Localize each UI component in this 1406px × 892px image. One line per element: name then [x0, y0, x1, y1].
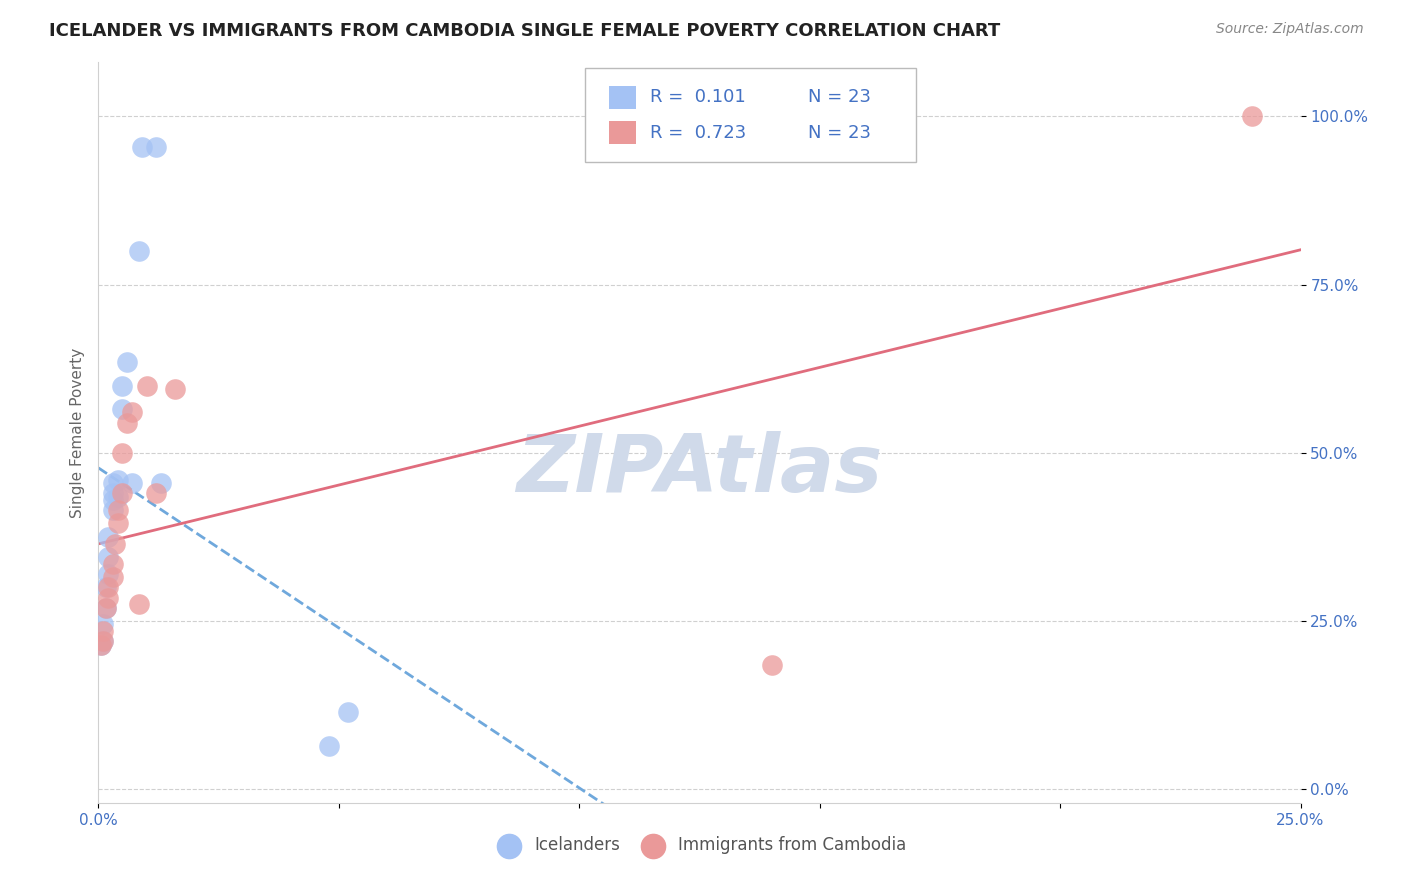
- Point: [91, 634, 114, 648]
- Y-axis label: Single Female Poverty: Single Female Poverty: [69, 348, 84, 517]
- Point: [101, 486, 124, 500]
- Point: [107, 503, 129, 517]
- Point: [107, 516, 129, 531]
- Point: [101, 557, 124, 571]
- Point: [117, 355, 139, 369]
- Point: [90, 638, 112, 652]
- Point: [104, 537, 127, 551]
- Point: [117, 416, 139, 430]
- Point: [111, 446, 134, 460]
- Point: [91, 624, 114, 639]
- Point: [111, 486, 134, 500]
- FancyBboxPatch shape: [609, 86, 636, 109]
- Point: [101, 503, 124, 517]
- FancyBboxPatch shape: [585, 68, 915, 162]
- Text: N = 23: N = 23: [807, 88, 870, 106]
- Point: [131, 139, 153, 153]
- FancyBboxPatch shape: [609, 120, 636, 145]
- Point: [761, 657, 783, 672]
- Point: [97, 530, 120, 544]
- Point: [101, 476, 124, 491]
- Text: ZIPAtlas: ZIPAtlas: [516, 431, 883, 508]
- Legend: Icelanders, Immigrants from Cambodia: Icelanders, Immigrants from Cambodia: [485, 830, 914, 861]
- Point: [111, 402, 134, 417]
- Point: [97, 591, 120, 605]
- Text: N = 23: N = 23: [807, 124, 870, 142]
- Point: [318, 739, 340, 753]
- Point: [107, 490, 129, 504]
- Point: [94, 600, 117, 615]
- Point: [90, 638, 112, 652]
- Point: [149, 476, 172, 491]
- Point: [101, 570, 124, 584]
- Point: [121, 476, 143, 491]
- Text: Source: ZipAtlas.com: Source: ZipAtlas.com: [1216, 22, 1364, 37]
- Point: [97, 581, 120, 595]
- Text: R =  0.101: R = 0.101: [650, 88, 747, 106]
- Point: [145, 139, 167, 153]
- Point: [337, 705, 360, 719]
- Point: [91, 617, 114, 632]
- Point: [145, 486, 167, 500]
- Point: [91, 634, 114, 648]
- Point: [97, 550, 120, 565]
- Point: [165, 382, 187, 396]
- Text: ICELANDER VS IMMIGRANTS FROM CAMBODIA SINGLE FEMALE POVERTY CORRELATION CHART: ICELANDER VS IMMIGRANTS FROM CAMBODIA SI…: [49, 22, 1001, 40]
- Point: [94, 581, 117, 595]
- Point: [97, 566, 120, 581]
- Point: [94, 600, 117, 615]
- Point: [107, 473, 129, 487]
- Point: [128, 597, 150, 611]
- Point: [121, 405, 143, 419]
- Text: R =  0.723: R = 0.723: [650, 124, 747, 142]
- Point: [111, 378, 134, 392]
- Point: [135, 378, 157, 392]
- Point: [101, 492, 124, 507]
- Point: [1241, 109, 1264, 123]
- Point: [128, 244, 150, 258]
